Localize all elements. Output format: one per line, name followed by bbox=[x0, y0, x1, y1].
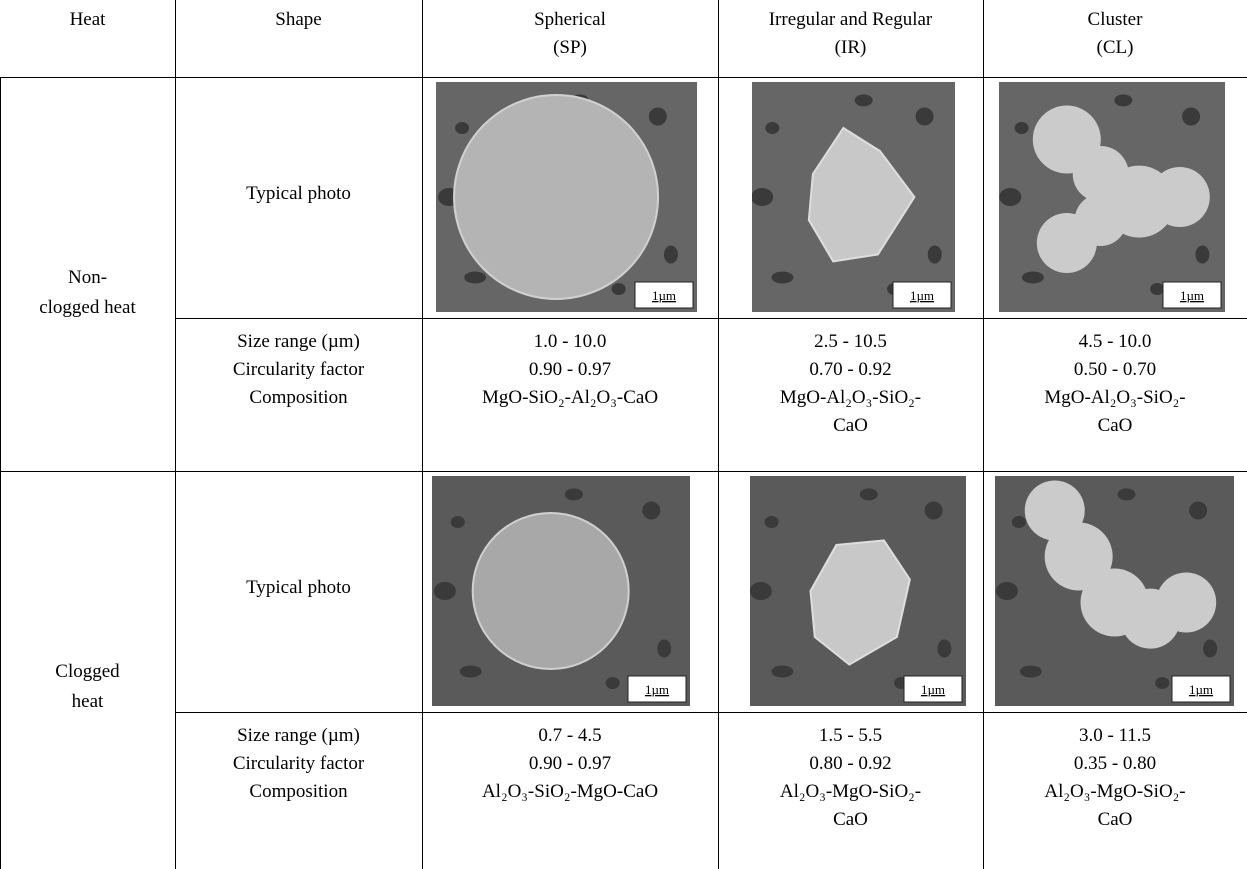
composition: Al₂O₃-MgO-SiO₂- bbox=[983, 778, 1247, 806]
scale-bar: 1µm bbox=[1189, 682, 1213, 697]
scale-bar: 1µm bbox=[645, 682, 669, 697]
property-label: Size range (µm) bbox=[175, 328, 422, 356]
rule bbox=[175, 712, 1247, 713]
rule bbox=[0, 77, 1247, 78]
composition: CaO bbox=[718, 806, 983, 834]
size-range: 2.5 - 10.5 bbox=[718, 328, 983, 356]
heat-label: heat bbox=[0, 688, 175, 716]
table-page: HeatShapeSpherical(SP)Irregular and Regu… bbox=[0, 0, 1247, 869]
circularity: 0.50 - 0.70 bbox=[983, 356, 1247, 384]
composition: MgO-Al₂O₃-SiO₂- bbox=[718, 384, 983, 412]
sem-photo: 1µm bbox=[995, 476, 1234, 706]
scale-bar: 1µm bbox=[652, 288, 676, 303]
rule bbox=[175, 318, 1247, 319]
circularity: 0.90 - 0.97 bbox=[422, 750, 718, 778]
header-text: Irregular and Regular bbox=[718, 6, 983, 34]
composition: CaO bbox=[718, 412, 983, 440]
sem-photo: 1µm bbox=[999, 82, 1225, 312]
scale-bar: 1µm bbox=[910, 288, 934, 303]
size-range: 1.0 - 10.0 bbox=[422, 328, 718, 356]
composition: CaO bbox=[983, 412, 1247, 440]
rule bbox=[0, 471, 1247, 472]
property-label: Size range (µm) bbox=[175, 722, 422, 750]
circularity: 0.90 - 0.97 bbox=[422, 356, 718, 384]
property-label: Composition bbox=[175, 384, 422, 412]
size-range: 3.0 - 11.5 bbox=[983, 722, 1247, 750]
property-label: Circularity factor bbox=[175, 750, 422, 778]
property-label: Circularity factor bbox=[175, 356, 422, 384]
heat-label: Non- bbox=[0, 264, 175, 292]
header-text: (IR) bbox=[718, 34, 983, 62]
composition: Al₂O₃-SiO₂-MgO-CaO bbox=[422, 778, 718, 806]
header-text: Cluster bbox=[983, 6, 1247, 34]
header-text: (SP) bbox=[422, 34, 718, 62]
composition: Al₂O₃-MgO-SiO₂- bbox=[718, 778, 983, 806]
header-text: (CL) bbox=[983, 34, 1247, 62]
header-text: Spherical bbox=[422, 6, 718, 34]
composition: MgO-SiO₂-Al₂O₃-CaO bbox=[422, 384, 718, 412]
size-range: 4.5 - 10.0 bbox=[983, 328, 1247, 356]
property-label: Composition bbox=[175, 778, 422, 806]
heat-label: clogged heat bbox=[0, 294, 175, 322]
sem-photo: 1µm bbox=[436, 82, 697, 312]
composition: MgO-Al₂O₃-SiO₂- bbox=[983, 384, 1247, 412]
sem-photo: 1µm bbox=[432, 476, 690, 706]
scale-bar: 1µm bbox=[1180, 288, 1204, 303]
photo-label: Typical photo bbox=[175, 574, 422, 602]
header-text: Shape bbox=[175, 6, 422, 34]
photo-label: Typical photo bbox=[175, 180, 422, 208]
rule bbox=[0, 77, 1, 869]
size-range: 1.5 - 5.5 bbox=[718, 722, 983, 750]
circularity: 0.70 - 0.92 bbox=[718, 356, 983, 384]
sem-photo: 1µm bbox=[750, 476, 966, 706]
composition: CaO bbox=[983, 806, 1247, 834]
circularity: 0.35 - 0.80 bbox=[983, 750, 1247, 778]
circularity: 0.80 - 0.92 bbox=[718, 750, 983, 778]
header-text: Heat bbox=[0, 6, 175, 34]
heat-label: Clogged bbox=[0, 658, 175, 686]
scale-bar: 1µm bbox=[921, 682, 945, 697]
sem-photo: 1µm bbox=[752, 82, 955, 312]
size-range: 0.7 - 4.5 bbox=[422, 722, 718, 750]
